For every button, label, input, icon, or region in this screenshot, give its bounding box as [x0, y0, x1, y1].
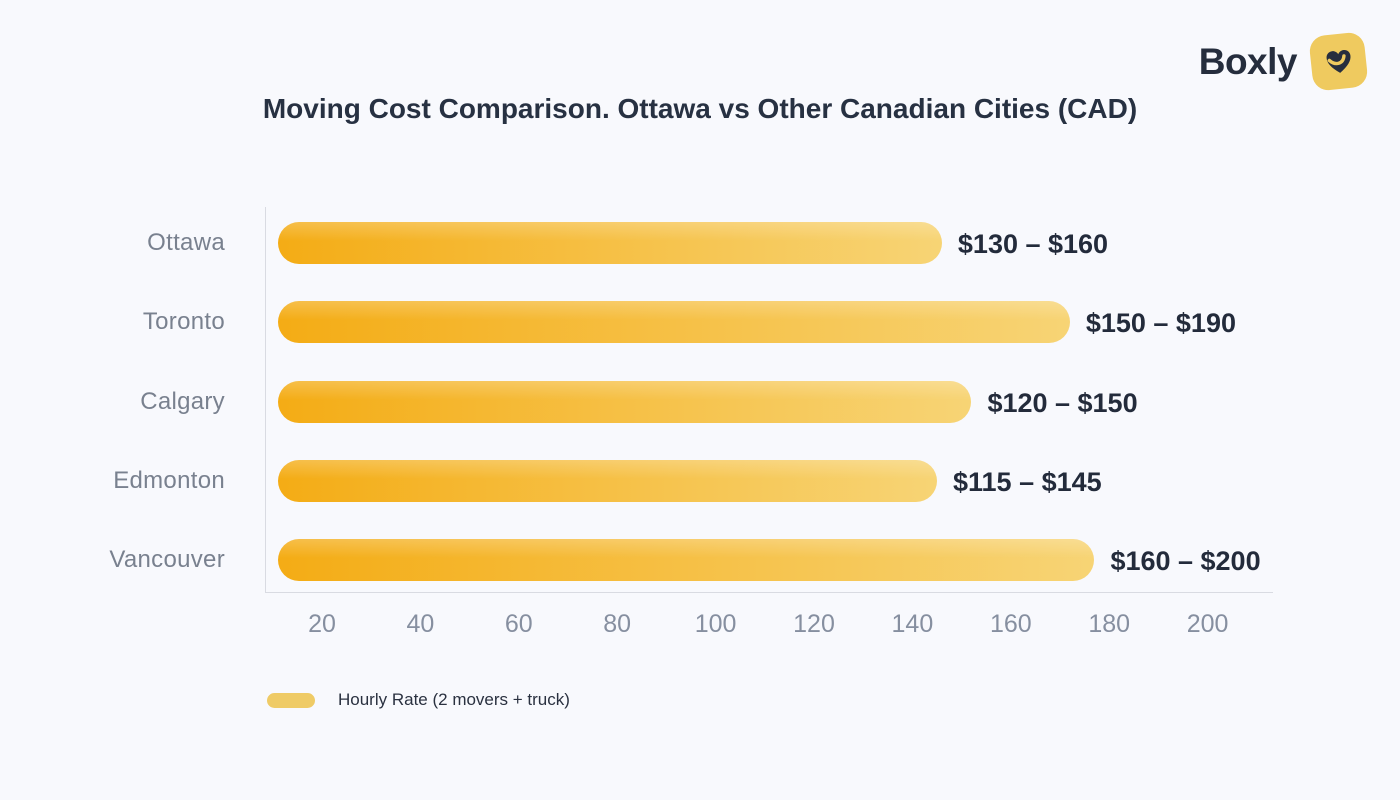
- value-range-label: $150 – $190: [1085, 308, 1236, 339]
- hourly-rate-bar: [278, 301, 1070, 344]
- x-tick-label: 80: [603, 610, 632, 638]
- boxly-logo: Boxly: [1198, 31, 1369, 92]
- boxly-logo-tile: [1308, 31, 1369, 92]
- x-tick-label: 60: [504, 610, 533, 638]
- x-tick-label: 100: [694, 610, 737, 638]
- x-tick-label: 20: [308, 610, 336, 638]
- x-tick-label: 160: [989, 610, 1032, 638]
- boxly-wordmark: Boxly: [1198, 40, 1298, 82]
- hourly-rate-bar: [278, 222, 942, 264]
- x-axis-line: [265, 592, 1273, 593]
- legend-swatch: [267, 692, 315, 708]
- hourly-rate-bar: [278, 459, 937, 502]
- value-range-label: $130 – $160: [957, 229, 1109, 259]
- value-range-label: $115 – $145: [953, 466, 1102, 497]
- hourly-rate-bar: [278, 380, 972, 423]
- category-label: Toronto: [142, 308, 225, 336]
- value-range-label: $120 – $150: [987, 387, 1138, 418]
- hourly-rate-bar: [278, 539, 1095, 582]
- heart-swoosh-icon: [1326, 49, 1350, 73]
- category-label: Calgary: [140, 387, 225, 415]
- y-axis-line: [265, 207, 266, 593]
- value-range-label: $160 – $200: [1110, 546, 1261, 577]
- legend: Hourly Rate (2 movers + truck): [267, 685, 570, 715]
- chart-title: Moving Cost Comparison. Ottawa vs Other …: [262, 93, 1138, 124]
- category-label: Vancouver: [109, 546, 225, 574]
- category-label: Edmonton: [113, 466, 225, 494]
- legend-label: Hourly Rate (2 movers + truck): [338, 690, 570, 709]
- x-tick-label: 180: [1088, 610, 1131, 638]
- x-tick-label: 120: [793, 610, 835, 638]
- x-tick-label: 200: [1186, 610, 1229, 638]
- x-tick-label: 40: [406, 610, 435, 638]
- category-label: Ottawa: [147, 229, 225, 256]
- x-tick-label: 140: [891, 610, 934, 638]
